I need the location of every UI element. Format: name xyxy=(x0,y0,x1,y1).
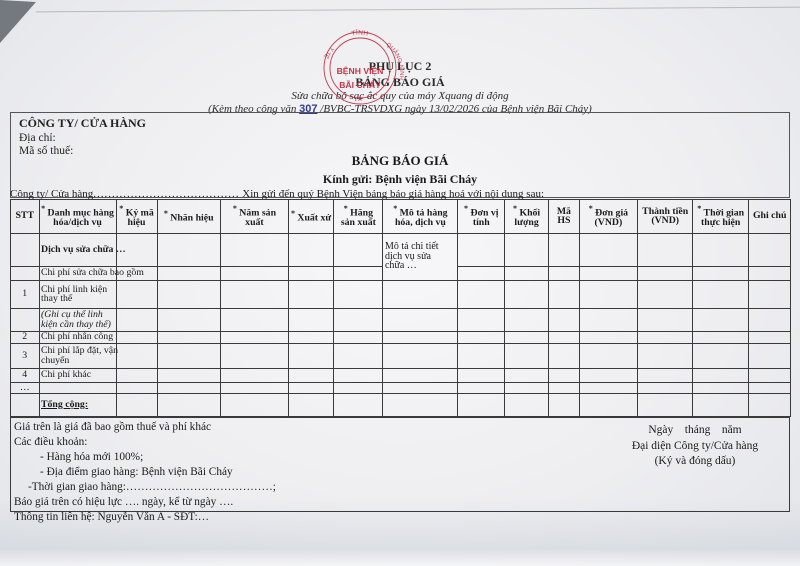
svg-text:QUẢNG NINH: QUẢNG NINH xyxy=(385,42,404,80)
svg-text:BỆNH VIỆN: BỆNH VIỆN xyxy=(337,65,384,76)
svg-text:★: ★ xyxy=(357,94,364,103)
svg-text:Y TẾ: Y TẾ xyxy=(322,45,335,59)
svg-text:TỈNH: TỈNH xyxy=(351,28,369,38)
svg-text:BÃI CHÁY: BÃI CHÁY xyxy=(339,80,381,90)
